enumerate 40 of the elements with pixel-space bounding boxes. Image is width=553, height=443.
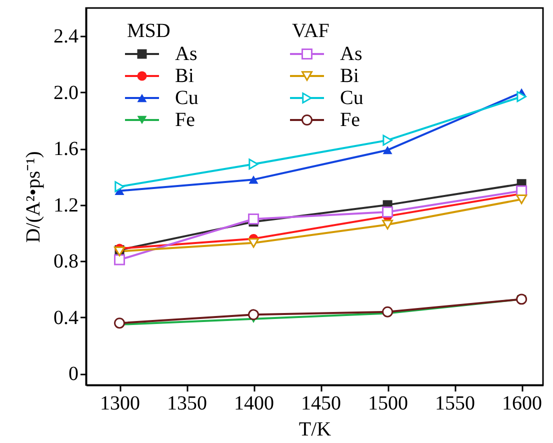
x-tick-label: 1600 [502,392,542,414]
legend-label: As [175,43,198,65]
point [248,238,260,248]
legend-label: Fe [175,109,196,131]
point [382,134,392,146]
point [248,158,258,170]
text: VAF [292,20,330,42]
legend-label: Bi [340,65,360,87]
x-tick-label: 1550 [435,392,476,414]
x-tick-label: 1500 [368,392,408,414]
x-axis-title: T/K [298,418,332,440]
x-tick-label: 1300 [100,392,140,414]
point [382,146,392,154]
y-tick-label: 0 [68,363,78,386]
legend-label: As [340,43,362,65]
point [114,181,124,192]
y-tick-label: 2.0 [54,82,78,104]
point [114,254,125,266]
point [114,318,125,329]
point [248,214,260,224]
point [382,206,394,218]
point [382,306,394,318]
legend-label: Cu [175,87,198,109]
y-tick-label: 1.2 [54,194,78,216]
y-tick-label: 0.4 [54,306,78,329]
x-tick-label: 1400 [234,392,274,414]
legend-label: Cu [340,87,364,109]
point [516,194,528,204]
x-tick-label: 1450 [301,392,342,414]
x-tick-label: 1350 [167,392,208,414]
text: MSD [127,20,170,42]
point [382,220,394,230]
legend-label: Fe [340,109,360,131]
y-axis-title: D/(A²•ps⁻¹) [22,151,44,243]
y-tick-label: 0.8 [54,250,78,273]
point [516,91,526,102]
y-tick-label: 1.6 [54,138,78,160]
legend-label: Bi [175,65,194,87]
point [248,176,258,184]
y-tick-label: 2.4 [54,26,78,48]
